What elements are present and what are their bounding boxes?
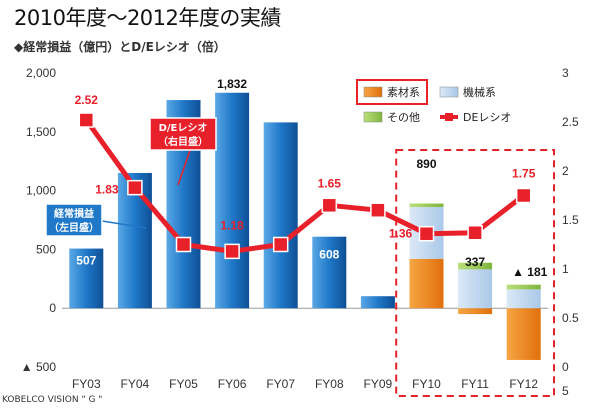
stack-segment-other [458, 262, 493, 270]
y-right-tick-label: 0.5 [562, 311, 579, 325]
x-tick-label: FY10 [412, 377, 441, 391]
legend-swatch [363, 86, 383, 98]
bar-recurring-profit [312, 236, 347, 309]
legend-swatch-marker [445, 113, 453, 121]
stack-segment-materials [409, 258, 444, 309]
bar-value-label: 507 [76, 254, 96, 268]
de-ratio-marker [467, 224, 483, 241]
x-tick-label: FY05 [169, 377, 198, 391]
chart-subtitle: ◆経常損益（億円）とD/Eレシオ（倍） [14, 40, 226, 54]
y-right-tick-label: 3 [562, 66, 569, 80]
chart-title: 2010年度～2012年度の実績 [14, 6, 281, 30]
callout-text-recurring-profit: 経常損益 [54, 207, 94, 220]
stack-segment-materials [458, 308, 493, 315]
highlight-box-fy10-fy12 [395, 149, 556, 397]
x-tick-label: FY11 [461, 377, 489, 391]
callout-pointer-bar [95, 219, 147, 229]
bar-value-label: 608 [319, 248, 339, 262]
y-right-tick-label: 1 [562, 262, 569, 276]
bar-value-label: 1,832 [217, 77, 247, 91]
de-ratio-line [84, 118, 526, 254]
bar-recurring-profit [263, 122, 298, 309]
stack-segment-machinery [458, 269, 493, 309]
legend-swatch [363, 111, 383, 123]
de-ratio-value-label: 1.18 [220, 218, 244, 232]
de-ratio-marker [78, 112, 95, 128]
bar-value-label: 337 [465, 255, 485, 269]
y-right-tick-label: 2.5 [562, 115, 579, 129]
callout-box-recurring-profit [45, 203, 103, 237]
de-ratio-marker [321, 197, 338, 214]
stack-segment-other [506, 284, 541, 290]
y-right-tick-label: 1.5 [562, 213, 579, 227]
y-left-tick-label: ▲ 500 [21, 360, 57, 374]
bar-recurring-profit [360, 296, 395, 309]
callout-text-recurring-profit-scale: （左目盛） [49, 221, 99, 234]
bar-value-label: ▲ 181 [512, 265, 548, 279]
legend-label: DEレシオ [463, 111, 511, 124]
y-right-extra-label: 5 [562, 384, 569, 398]
de-ratio-marker [515, 187, 532, 204]
bar-recurring-profit [215, 92, 250, 309]
legend-label: 素材系 [387, 85, 420, 99]
y-left-tick-label: 1,000 [26, 184, 56, 198]
de-ratio-marker [127, 179, 143, 196]
de-ratio-value-label: 1.75 [512, 167, 536, 181]
footer-brand: KOBELCO VISION " G " [2, 395, 103, 405]
de-ratio-value-label: 1.83 [95, 183, 119, 197]
legend-swatch [439, 86, 459, 98]
x-tick-label: FY12 [509, 377, 538, 391]
x-tick-label: FY07 [266, 377, 295, 391]
x-tick-label: FY09 [364, 377, 393, 391]
callout-text-de-ratio: D/Eレシオ [159, 122, 208, 134]
legend-label: 機械系 [463, 85, 496, 99]
x-tick-label: FY08 [315, 377, 344, 391]
legend-label: その他 [387, 111, 420, 124]
y-right-tick-label: 0 [562, 360, 569, 374]
stack-segment-other [409, 203, 444, 208]
de-ratio-marker [272, 236, 289, 253]
stack-segment-materials [506, 308, 541, 360]
bar-value-label: 102 [368, 283, 388, 297]
de-ratio-value-label: 2.52 [75, 93, 99, 107]
callout-box-de-ratio [149, 117, 217, 151]
x-tick-label: FY03 [72, 377, 101, 391]
de-ratio-marker [175, 236, 192, 253]
stack-segment-machinery [506, 289, 541, 309]
x-tick-label: FY06 [218, 377, 247, 391]
y-left-tick-label: 500 [36, 242, 56, 256]
callout-text-de-ratio-scale: （右目盛） [158, 135, 208, 148]
de-ratio-marker [418, 225, 435, 242]
legend-highlight-box [356, 79, 428, 105]
x-tick-label: FY04 [121, 377, 150, 391]
y-left-tick-label: 0 [49, 301, 56, 315]
y-left-tick-label: 1,500 [26, 125, 56, 139]
bar-value-label: 890 [416, 157, 436, 171]
bar-recurring-profit [69, 248, 104, 309]
de-ratio-marker [224, 243, 240, 260]
de-ratio-value-label: 1.65 [318, 176, 342, 190]
de-ratio-value-label: 1.36 [389, 227, 413, 241]
y-left-tick-label: 2,000 [26, 66, 56, 80]
de-ratio-marker [370, 202, 386, 218]
y-right-tick-label: 2 [562, 164, 569, 178]
bar-recurring-profit [117, 172, 152, 309]
